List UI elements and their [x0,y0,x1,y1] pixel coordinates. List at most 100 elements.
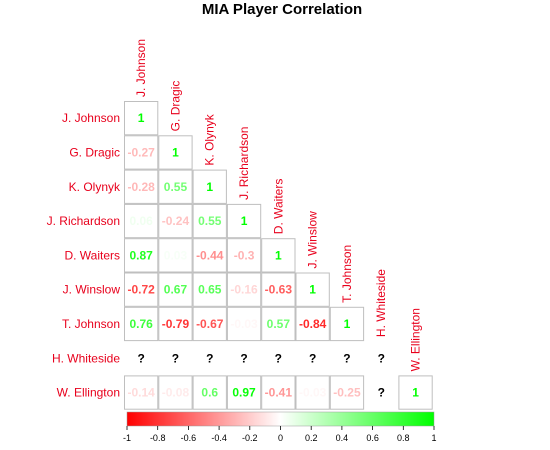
colorbar-tick-label: -0.6 [181,433,197,443]
heatmap-cell [158,203,193,239]
column-label: J. Winslow [306,211,320,269]
cell-value: 1 [344,317,351,331]
heatmap-cell [158,375,193,410]
cell-value: 0.55 [198,214,222,228]
heatmap-cell [124,306,159,342]
row-label: H. Whiteside [52,351,120,365]
heatmap-cell [295,306,330,342]
cell-value: 1 [206,180,213,194]
cell-value: 0.6 [201,386,218,400]
cell-value: -0.27 [127,145,155,159]
heatmap-cell [398,375,433,410]
cell-value: -0.72 [127,283,155,297]
heatmap-cell [124,238,159,273]
heatmap-cell [226,306,262,342]
heatmap-cell [158,306,193,342]
row-label: G. Dragic [69,145,120,159]
chart-title: MIA Player Correlation [202,1,362,18]
cell-value: 1 [241,214,248,228]
cell-value: 1 [412,386,419,400]
cell-value: 0.87 [129,248,153,262]
missing-cell: ? [206,351,213,365]
colorbar: -1 -0.8 -0.6 -0.4 -0.2 0 0.2 0.4 0.6 0.8 1 [123,411,437,443]
heatmap-cell [158,272,193,307]
cell-value: 1 [172,145,179,159]
cell-value: -0.03 [230,317,258,331]
heatmap-cell [226,238,262,273]
heatmap-cell [192,238,227,273]
colorbar-tick-label: 1 [431,433,436,443]
heatmap-cell [158,238,193,273]
missing-cell: ? [137,351,144,365]
cell-value: -0.24 [162,214,190,228]
cell-value: -0.41 [265,386,293,400]
row-label: J. Richardson [47,214,120,228]
cell-value: 0.06 [129,214,153,228]
heatmap-cell [226,203,262,239]
heatmap-cell [329,375,365,410]
colorbar-tick-label: -1 [123,433,131,443]
heatmap-cell [261,272,296,307]
cell-value: -0.67 [196,317,224,331]
row-label: T. Johnson [62,317,120,331]
colorbar-tick-label: 0.2 [305,433,318,443]
cell-value: -0.63 [265,283,293,297]
colorbar-ticks: -1 -0.8 -0.6 -0.4 -0.2 0 0.2 0.4 0.6 0.8 1 [123,426,437,443]
row-label: W. Ellington [57,386,120,400]
cell-value: 1 [275,248,282,262]
cell-value: -0.84 [299,317,327,331]
cell-value: 1 [309,283,316,297]
column-label: D. Waiters [271,179,285,235]
heatmap-cell [124,272,159,307]
column-label: T. Johnson [340,245,354,303]
heatmap-cell [158,135,193,170]
heatmap-cell [329,306,365,342]
heatmap-cell [295,375,330,410]
heatmap-cell [124,203,159,239]
column-label: W. Ellington [409,308,423,371]
colorbar-tick-label: -0.2 [242,433,258,443]
cell-value: -0.16 [230,283,258,297]
missing-cell: ? [240,351,247,365]
colorbar-tick-label: -0.8 [150,433,166,443]
column-label: J. Richardson [237,127,251,200]
heatmap-cell [124,375,159,410]
heatmap-cell [192,169,227,204]
colorbar-tick-label: 0.6 [366,433,379,443]
cell-value: -0.44 [196,248,224,262]
column-label: J. Johnson [134,39,148,97]
colorbar-gradient [126,411,435,427]
cell-value: 0.76 [129,317,153,331]
cell-value: 1 [138,111,145,125]
colorbar-tick-label: 0 [278,433,283,443]
heatmap-cell [261,306,296,342]
missing-cell: ? [172,351,179,365]
missing-cell: ? [343,351,350,365]
cell-value: -0.14 [127,386,155,400]
heatmap-cell [192,306,227,342]
cell-value: -0.28 [127,180,155,194]
colorbar-tick-label: 0.4 [336,433,349,443]
column-label: H. Whiteside [374,269,388,337]
colorbar-tick-label: -0.4 [211,433,227,443]
cell-value: -0.3 [234,248,255,262]
row-label: D. Waiters [64,248,120,262]
cell-value: 0.65 [198,283,222,297]
cell-value: -0.03 [299,386,327,400]
row-labels: J. Johnson G. Dragic K. Olynyk J. Richardso… [47,111,121,399]
cell-value: 0.97 [232,386,256,400]
missing-cell: ? [378,351,385,365]
heatmap-cell [192,272,227,307]
heatmap-cell [261,238,296,273]
missing-cell: ? [309,351,316,365]
heatmap-cell [192,203,227,239]
row-label: K. Olynyk [69,180,121,194]
heatmap-cell [124,169,159,204]
column-labels: J. Johnson G. Dragic K. Olynyk J. Richardso… [134,39,422,371]
cell-value: 0.55 [164,180,188,194]
heatmap-cell [226,272,262,307]
cell-value: -0.25 [333,386,361,400]
heatmap-cell [261,375,296,410]
cell-value: 0.67 [164,283,188,297]
